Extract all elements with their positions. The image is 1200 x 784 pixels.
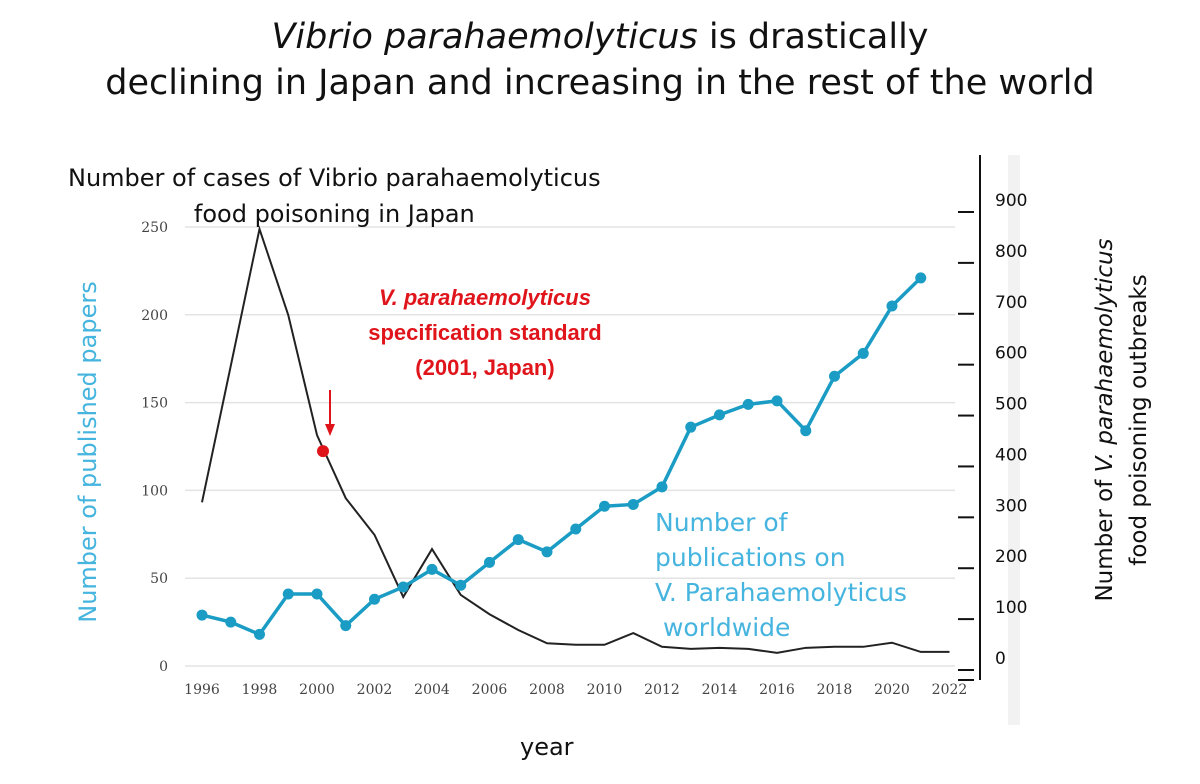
publications-point [426,563,438,575]
standard-marker-dot [317,445,329,458]
right-tick-label: 600 [995,344,1027,364]
right-label-line2: food poisoning outbreaks [1126,274,1152,566]
title-line2: declining in Japan and increasing in the… [105,63,1095,103]
publications-point [512,534,524,546]
publications-point [685,421,697,433]
publications-point [311,588,323,600]
publications-point [857,347,869,359]
publications-point [397,581,409,593]
publications-point [627,498,639,510]
left-tick-label: 200 [141,308,168,324]
left-axis-label: Number of published papers [74,281,102,623]
title-italic: Vibrio parahaemolyticus [271,17,698,57]
x-tick-label: 2004 [414,682,450,698]
left-tick-label: 50 [150,571,168,587]
figure-title: Vibrio parahaemolyticus is drastically d… [0,14,1200,106]
standard-line3: (2001, Japan) [415,355,555,380]
x-tick-label: 2000 [299,682,335,698]
japan-title-line1: Number of cases of Vibrio parahaemolytic… [68,164,601,192]
publications-point [282,588,294,600]
publications-point [484,556,495,568]
pubs-line2: publications on [655,543,846,572]
left-tick-label: 250 [141,220,168,236]
pubs-line3: V. Parahaemolyticus [655,578,907,607]
standard-annotation: V. parahaemolyticus specification standa… [340,280,630,385]
right-tick-label: 0 [995,649,1006,669]
left-tick-label: 0 [159,659,168,675]
title-line1: is drastically [697,17,929,57]
x-tick-label: 2020 [874,682,910,698]
right-tick-label: 500 [995,395,1027,415]
publications-point [254,628,265,640]
publications-point [599,500,610,512]
publications-point [656,481,668,493]
publications-point [829,370,840,382]
right-tick-label: 400 [995,445,1027,465]
x-tick-label: 1996 [184,682,220,698]
publications-series-label: Number of publications on V. Parahaemoly… [655,505,907,645]
left-tick-label: 150 [141,396,168,412]
x-tick-label: 2016 [759,682,795,698]
standard-line1: V. parahaemolyticus [379,285,591,310]
pubs-line4: worldwide [655,613,791,642]
right-tick-label: 300 [995,496,1027,516]
publications-point [455,579,467,591]
right-axis-strip [1008,155,1020,725]
x-tick-label: 2008 [529,682,565,698]
standard-arrow-head [325,424,335,436]
publications-point [369,593,380,605]
x-tick-label: 2012 [644,682,680,698]
publications-point [915,272,927,284]
publications-point [714,409,725,421]
publications-line [201,276,922,637]
publications-point [570,523,582,535]
publications-point [541,546,553,558]
x-tick-label: 2014 [702,682,738,698]
publications-point [225,616,237,628]
x-axis-label: year [520,733,574,761]
publications-point [800,425,812,437]
x-tick-label: 2002 [357,682,393,698]
japan-cases-line [201,225,950,654]
japan-series-title: Number of cases of Vibrio parahaemolytic… [68,160,601,232]
japan-title-line2: food poisoning in Japan [193,200,475,228]
x-tick-label: 2022 [932,682,968,698]
right-tick-label: 900 [995,191,1027,211]
x-tick-label: 1998 [242,682,278,698]
left-tick-label: 100 [141,483,168,499]
publications-point [886,300,898,312]
right-tick-label: 100 [995,598,1027,618]
x-tick-label: 2010 [587,682,623,698]
right-axis-label: Number of V. parahaemolyticus food poiso… [1088,238,1156,601]
right-tick-label: 800 [995,242,1027,262]
standard-line2: specification standard [368,320,602,345]
x-tick-label: 2018 [817,682,853,698]
publications-point [771,395,783,407]
pubs-line1: Number of [655,508,788,537]
right-tick-label: 200 [995,547,1027,567]
publications-point [742,398,754,410]
right-label-italic: V. parahaemolyticus [1092,238,1118,473]
x-tick-label: 2006 [472,682,508,698]
right-tick-label: 700 [995,293,1027,313]
publications-point [340,620,352,632]
publications-point [196,609,208,621]
right-label-part1: Number of [1092,479,1118,602]
